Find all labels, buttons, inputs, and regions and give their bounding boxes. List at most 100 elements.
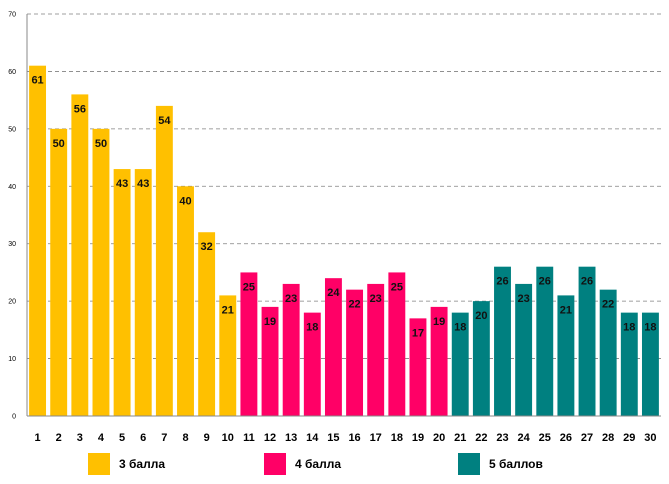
bar <box>92 128 110 416</box>
bar <box>641 312 659 416</box>
data-label: 25 <box>391 281 403 293</box>
data-label: 40 <box>179 195 191 207</box>
x-tick-label: 22 <box>475 432 487 444</box>
bar <box>219 295 237 416</box>
bar <box>620 312 638 416</box>
x-tick-label: 15 <box>327 432 339 444</box>
data-labels: 61 50 56 50 43 43 54 40 32 21 25 19 23 18 24 22 23 25 17 19… <box>31 75 656 340</box>
x-tick-label: 23 <box>496 432 508 444</box>
bar <box>113 169 131 416</box>
x-tick-label: 29 <box>623 432 635 444</box>
bar <box>388 272 406 416</box>
data-label: 20 <box>475 310 487 322</box>
data-label: 32 <box>201 241 213 253</box>
bar <box>409 318 427 416</box>
x-tick-label: 5 <box>119 432 125 444</box>
bar <box>346 289 364 416</box>
bar <box>324 278 342 416</box>
x-tick-label: 8 <box>182 432 188 444</box>
bar <box>303 312 321 416</box>
data-label: 23 <box>518 293 530 305</box>
bar <box>155 105 173 416</box>
bar <box>599 289 617 416</box>
legend-label-5-ballov: 5 баллов <box>489 457 543 471</box>
x-tick-label: 20 <box>433 432 445 444</box>
data-label: 23 <box>285 293 297 305</box>
data-label: 43 <box>137 178 149 190</box>
x-tick-label: 6 <box>140 432 146 444</box>
x-tick-label: 16 <box>348 432 360 444</box>
x-tick-label: 3 <box>77 432 83 444</box>
data-label: 17 <box>412 327 424 339</box>
x-tick-label: 27 <box>581 432 593 444</box>
data-label: 56 <box>74 103 86 115</box>
x-tick-label: 18 <box>391 432 403 444</box>
x-tick-label: 12 <box>264 432 276 444</box>
x-tick-label: 2 <box>56 432 62 444</box>
data-label: 21 <box>560 304 572 316</box>
y-tick-label: 10 <box>8 356 16 363</box>
data-label: 43 <box>116 178 128 190</box>
x-tick-label: 24 <box>518 432 531 444</box>
x-tick-label: 10 <box>222 432 234 444</box>
gridlines <box>27 13 661 359</box>
data-label: 22 <box>602 299 614 311</box>
legend-item-4-balla: 4 балла <box>264 452 341 476</box>
bar <box>494 266 511 416</box>
data-label: 22 <box>348 299 360 311</box>
data-label: 26 <box>496 276 508 288</box>
y-tick-label: 40 <box>8 184 16 191</box>
bar <box>71 94 89 417</box>
data-label: 18 <box>454 322 466 334</box>
bar <box>50 128 68 416</box>
data-label: 18 <box>623 322 635 334</box>
x-tick-label: 1 <box>35 432 41 444</box>
y-tick-label: 0 <box>12 414 16 421</box>
bar <box>177 186 194 416</box>
y-tick-label: 20 <box>8 299 16 306</box>
bar <box>367 283 385 416</box>
x-tick-label: 14 <box>306 432 319 444</box>
data-label: 23 <box>370 293 382 305</box>
bar <box>261 306 279 416</box>
data-label: 24 <box>327 287 340 299</box>
data-label: 26 <box>581 276 593 288</box>
data-label: 19 <box>433 316 445 328</box>
x-tick-label: 13 <box>285 432 297 444</box>
y-axis-ticks: 0 10 20 30 40 50 60 70 <box>8 12 16 421</box>
x-axis-ticks: 1 2 3 4 5 6 7 8 9 10 11 12 13 14 15 16 17 18 19 20 21 22 23 24 2… <box>35 432 657 444</box>
x-tick-label: 11 <box>243 432 255 444</box>
bars <box>29 65 659 417</box>
legend-label-4-balla: 4 балла <box>295 457 342 471</box>
data-label: 26 <box>539 276 551 288</box>
y-tick-label: 60 <box>8 69 16 76</box>
x-tick-label: 25 <box>539 432 551 444</box>
bar <box>430 306 448 416</box>
bar <box>578 266 596 416</box>
x-tick-label: 30 <box>644 432 656 444</box>
legend-swatch-4-balla <box>264 453 286 475</box>
data-label: 50 <box>53 138 65 150</box>
legend-item-5-ballov: 5 баллов <box>458 452 543 476</box>
x-tick-label: 19 <box>412 432 424 444</box>
x-tick-label: 21 <box>454 432 466 444</box>
x-tick-label: 9 <box>204 432 210 444</box>
data-label: 50 <box>95 138 107 150</box>
bar <box>557 295 575 416</box>
x-tick-label: 17 <box>370 432 382 444</box>
bar <box>198 232 216 416</box>
y-tick-label: 50 <box>8 126 16 133</box>
x-tick-label: 7 <box>161 432 167 444</box>
legend-label-3-balla: 3 балла <box>119 457 166 471</box>
x-tick-label: 28 <box>602 432 614 444</box>
data-label: 61 <box>31 75 43 87</box>
bar <box>536 266 554 416</box>
legend-swatch-3-balla <box>88 453 110 475</box>
bar <box>29 65 47 416</box>
bar <box>134 169 152 416</box>
data-label: 25 <box>243 281 255 293</box>
data-label: 19 <box>264 316 276 328</box>
bar <box>515 283 533 416</box>
y-tick-label: 70 <box>8 12 16 19</box>
